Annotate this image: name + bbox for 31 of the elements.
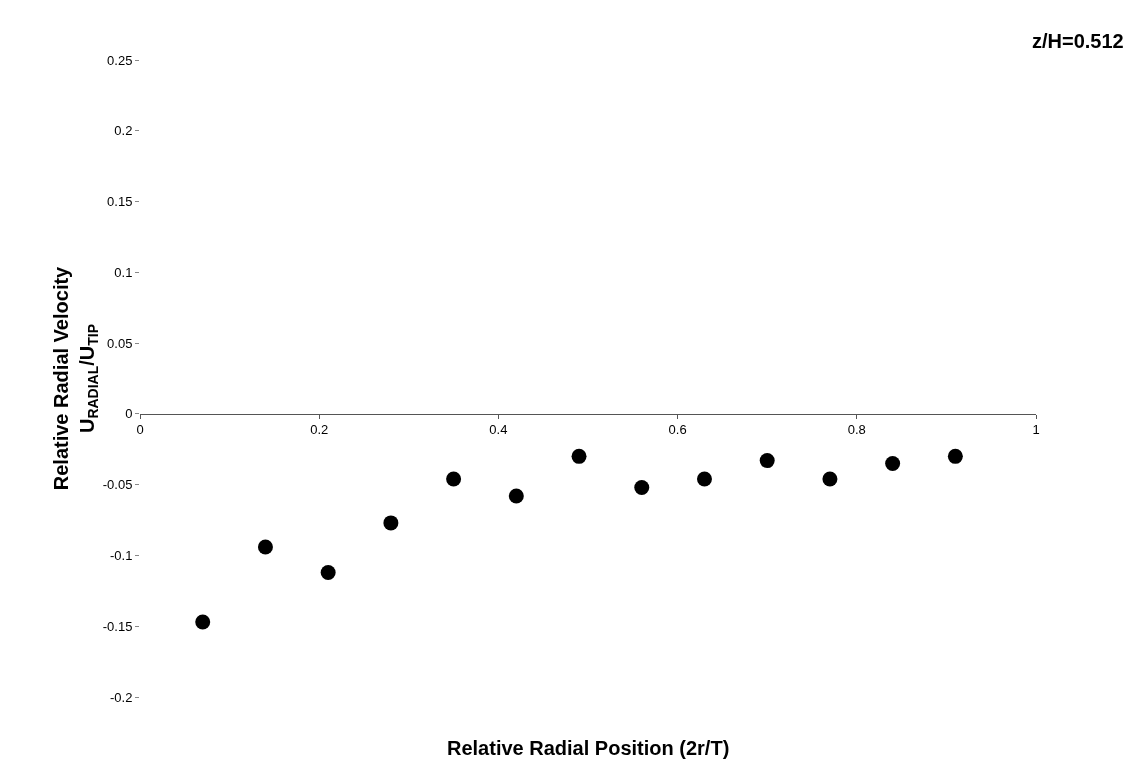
y-tick-label: -0.05 xyxy=(102,477,133,493)
point xyxy=(885,455,901,471)
point xyxy=(446,471,462,487)
point xyxy=(320,564,336,580)
point xyxy=(257,539,273,555)
y-tick-label: 0.25 xyxy=(107,52,133,68)
point xyxy=(383,515,399,531)
point xyxy=(822,471,838,487)
y-tick-label: -0.15 xyxy=(102,618,133,634)
point xyxy=(508,488,524,504)
y-tick-label: 0.1 xyxy=(114,264,133,280)
point xyxy=(696,471,712,487)
point xyxy=(947,448,963,464)
x-tick-label: 0.6 xyxy=(668,422,687,438)
x-axis-title: Relative Radial Position (2r/T) xyxy=(447,737,730,759)
y-tick-label: 0.15 xyxy=(107,194,133,210)
text: z/H=0.512 xyxy=(1032,30,1124,52)
x-tick-label: 0.8 xyxy=(847,422,866,438)
y-tick-label: 0 xyxy=(125,406,133,422)
point xyxy=(634,480,650,495)
point xyxy=(195,614,211,630)
y-tick-label: 0.2 xyxy=(114,123,133,139)
point xyxy=(571,448,587,464)
x-tick-label: 1 xyxy=(1032,422,1040,438)
x-tick-label: 0.2 xyxy=(310,422,329,438)
x-tick-label: 0.4 xyxy=(489,422,508,438)
x-tick-label: 0 xyxy=(136,422,144,438)
y-tick-label: -0.1 xyxy=(109,547,133,563)
point xyxy=(759,453,775,469)
y-tick-label: 0.05 xyxy=(107,335,133,351)
y-tick-label: -0.2 xyxy=(109,689,133,705)
